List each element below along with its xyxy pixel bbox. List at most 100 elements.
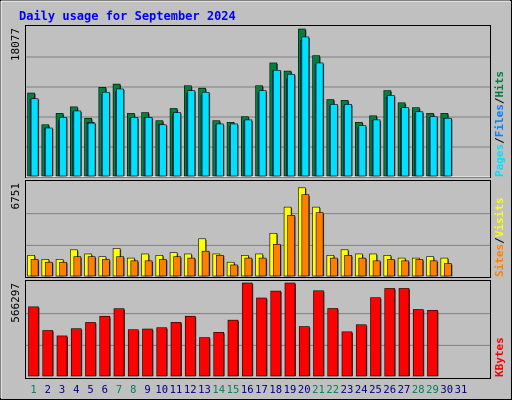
sites-bar-28 (415, 259, 424, 277)
pages-bar-16 (244, 119, 253, 177)
kbytes-bar-24 (355, 324, 367, 377)
sites-bar-15 (230, 264, 238, 277)
x-tick-label-2: 2 (45, 384, 51, 396)
pages-bar-20 (301, 36, 310, 177)
kbytes-bar-14 (213, 332, 225, 377)
pages-bar-3 (59, 117, 67, 177)
pages-bar-15 (230, 123, 238, 177)
sites-bar-2 (45, 261, 53, 277)
panel-2-max-label: 566297 (9, 283, 22, 323)
panel-0-max-label: 18077 (9, 28, 22, 61)
kbytes-bar-18 (270, 290, 282, 377)
pages-bar-25 (372, 119, 381, 177)
x-tick-label-21: 21 (312, 384, 325, 396)
kbytes-bar-8 (127, 329, 139, 377)
pages-bar-2 (45, 127, 53, 177)
sites-bar-29 (429, 260, 438, 277)
legend-item-files: Files (493, 104, 506, 137)
sites-bar-8 (130, 260, 139, 277)
sites-bar-27 (401, 260, 409, 277)
x-tick-label-13: 13 (198, 384, 211, 396)
x-tick-label-20: 20 (298, 384, 311, 396)
sites-bar-7 (116, 256, 124, 277)
sites-bar-21 (315, 212, 324, 277)
sites-bar-17 (258, 257, 267, 277)
x-tick-label-31: 31 (455, 384, 468, 396)
pages-bar-10 (159, 124, 167, 177)
x-tick-label-27: 27 (398, 384, 411, 396)
legend-text-2: KBytes (493, 337, 506, 377)
kbytes-bar-13 (199, 337, 210, 377)
x-tick-label-30: 30 (440, 384, 453, 396)
x-tick-label-29: 29 (426, 384, 439, 396)
kbytes-bar-2 (42, 330, 54, 377)
x-tick-label-7: 7 (116, 384, 122, 396)
sites-bar-30 (444, 263, 452, 277)
kbytes-bar-16 (241, 282, 253, 377)
x-tick-label-6: 6 (102, 384, 108, 396)
x-tick-label-12: 12 (184, 384, 197, 396)
kbytes-bar-7 (113, 308, 125, 377)
x-tick-label-22: 22 (326, 384, 339, 396)
x-tick-label-14: 14 (212, 384, 225, 396)
kbytes-bar-3 (56, 335, 68, 377)
x-tick-label-11: 11 (170, 384, 183, 396)
sites-bar-6 (102, 259, 110, 277)
pages-bar-21 (315, 62, 324, 177)
legend-item-separator: / (493, 237, 506, 244)
x-tick-label-26: 26 (383, 384, 396, 396)
sites-bar-20 (301, 194, 310, 277)
sites-bar-22 (330, 257, 338, 277)
pages-bar-27 (401, 107, 409, 177)
pages-bar-28 (415, 111, 424, 177)
sites-bar-1 (30, 259, 39, 277)
x-tick-label-15: 15 (227, 384, 240, 396)
pages-bar-7 (116, 88, 124, 177)
legend-kbytes: KBytes (493, 337, 506, 377)
pages-bar-23 (344, 104, 352, 177)
pages-bar-4 (73, 110, 82, 177)
kbytes-bar-28 (412, 309, 424, 377)
x-tick-label-5: 5 (87, 384, 93, 396)
legend-item-visits: Visits (493, 198, 506, 238)
kbytes-bar-1 (28, 306, 39, 377)
pages-bar-6 (102, 91, 110, 177)
x-axis-labels: 1 2 3 4 5 6 7 8 9 10 11 12 13 14 15 16 17 18 19 20 21 22 23 24 2… (30, 384, 467, 396)
kbytes-bar-29 (427, 310, 438, 377)
pages-bar-18 (273, 69, 281, 177)
x-tick-label-10: 10 (155, 384, 168, 396)
legend-item-kbytes: KBytes (493, 337, 506, 377)
pages-bar-5 (87, 122, 96, 177)
pages-bar-14 (216, 123, 224, 177)
kbytes-bar-10 (156, 327, 168, 377)
pages-bar-12 (187, 90, 196, 177)
sites-bar-16 (244, 257, 253, 277)
sites-bar-23 (344, 255, 352, 277)
sites-bar-24 (358, 257, 367, 277)
sites-bar-14 (216, 255, 224, 277)
x-tick-label-18: 18 (269, 384, 282, 396)
sites-bar-19 (287, 215, 295, 277)
x-tick-label-25: 25 (369, 384, 382, 396)
pages-bar-17 (258, 90, 267, 177)
x-tick-label-3: 3 (59, 384, 65, 396)
kbytes-bar-22 (327, 308, 339, 377)
kbytes-bar-23 (341, 331, 353, 377)
bars-layer (26, 28, 490, 377)
x-tick-label-9: 9 (144, 384, 150, 396)
panel-1-max-label: 6751 (9, 183, 22, 210)
pages-bar-26 (387, 95, 395, 177)
kbytes-bar-4 (70, 328, 82, 377)
x-tick-label-23: 23 (341, 384, 354, 396)
x-tick-label-17: 17 (255, 384, 268, 396)
legend-item-sites: Sites (493, 244, 506, 277)
sites-bar-4 (73, 256, 82, 277)
chart-title: Daily usage for September 2024 (19, 9, 236, 23)
pages-bar-19 (287, 74, 295, 177)
pages-bar-29 (429, 116, 438, 177)
x-tick-label-28: 28 (412, 384, 425, 396)
sites-bar-10 (159, 259, 167, 277)
sites-bar-26 (387, 259, 395, 277)
sites-bar-13 (201, 250, 210, 277)
